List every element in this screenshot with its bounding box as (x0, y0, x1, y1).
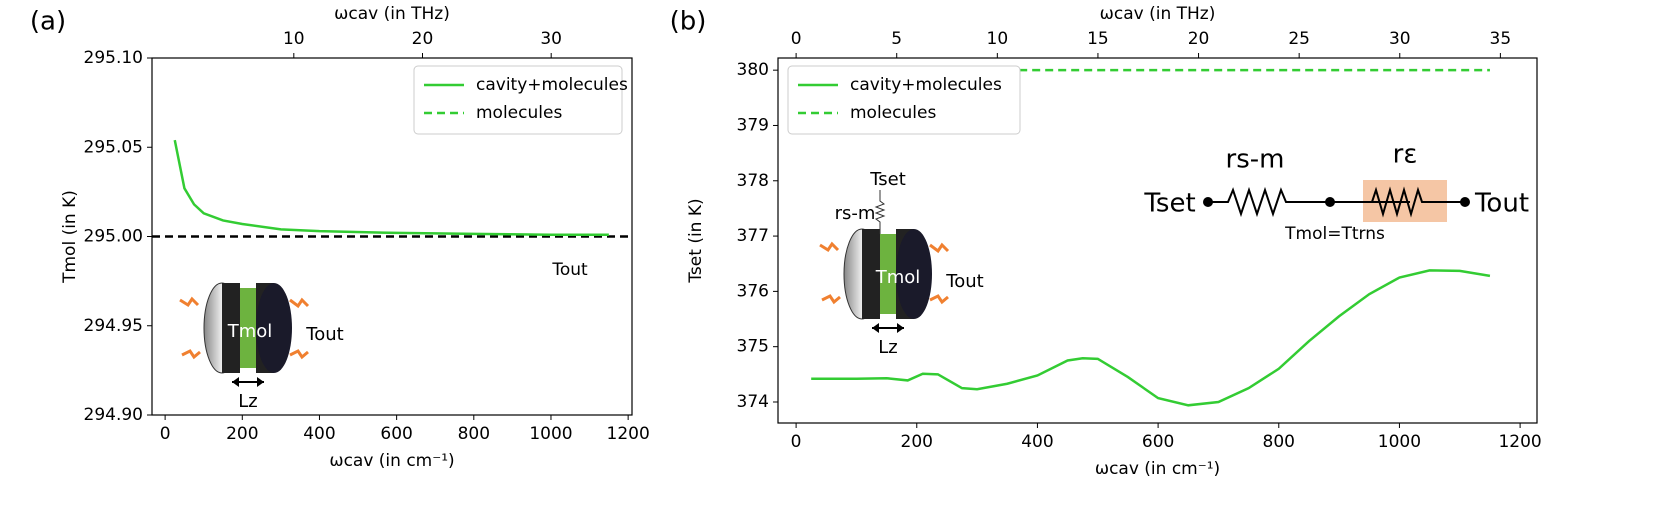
circuit (1203, 180, 1470, 222)
annotation: rε (1393, 140, 1418, 170)
x2-tick-label: 5 (891, 29, 902, 49)
x2-tick-label: 15 (1087, 29, 1109, 49)
annotation: rs-m (1226, 145, 1285, 175)
x-tick-label: 600 (1142, 432, 1174, 452)
y-tick-label: 294.95 (84, 316, 143, 336)
x2-tick-label: 20 (412, 29, 434, 49)
annotation: Tout (551, 260, 588, 280)
x-tick-label: 200 (901, 432, 933, 452)
y-tick-label: 375 (737, 337, 769, 357)
x-tick-label: 400 (303, 424, 335, 444)
y-tick-label: 377 (737, 226, 769, 246)
series-line (173, 139, 609, 236)
annotation: Lz (878, 337, 897, 358)
y-tick-label: 374 (737, 392, 769, 412)
y-axis-label: Tset (in K) (686, 198, 706, 283)
annotation: Tset (869, 169, 906, 190)
x-tick-label: 1000 (529, 424, 572, 444)
x-tick-label: 600 (380, 424, 412, 444)
x-tick-label: 1200 (1498, 432, 1541, 452)
legend-label: cavity+molecules (850, 75, 1002, 95)
annotation: Tmol (227, 321, 273, 342)
x-tick-label: 400 (1021, 432, 1053, 452)
x2-tick-label: 10 (283, 29, 305, 49)
x2-tick-label: 0 (791, 29, 802, 49)
x2-tick-label: 30 (1389, 29, 1411, 49)
legend-label: molecules (476, 103, 562, 123)
annotation: Tmol (875, 267, 921, 288)
legend-label: cavity+molecules (476, 75, 628, 95)
annotation: Tset (1143, 189, 1195, 219)
annotation: Tout (305, 324, 343, 345)
annotation: Tmol=Ttrns (1284, 224, 1385, 244)
x2-tick-label: 10 (987, 29, 1009, 49)
x2-tick-label: 25 (1288, 29, 1310, 49)
x-tick-label: 200 (226, 424, 258, 444)
panel-label: (a) (30, 7, 66, 37)
plot-frame (777, 57, 1538, 424)
panel-label: (b) (670, 7, 707, 37)
x-tick-label: 0 (791, 432, 802, 452)
y-tick-label: 295.00 (84, 227, 143, 247)
y-axis-label: Tmol (in K) (60, 190, 80, 284)
x2-tick-label: 20 (1188, 29, 1210, 49)
y-tick-label: 379 (737, 115, 769, 135)
annotation: Tout (945, 271, 983, 292)
y-tick-label: 295.10 (84, 48, 143, 68)
annotation: Tout (1474, 189, 1529, 219)
annotation: Lz (238, 391, 257, 412)
y-tick-label: 294.90 (84, 405, 143, 425)
x-tick-label: 1200 (607, 424, 650, 444)
legend-label: molecules (850, 103, 936, 123)
x-axis-label: ωcav (in cm⁻¹) (329, 451, 454, 471)
cavity-inset (179, 282, 310, 387)
x2-tick-label: 35 (1490, 29, 1512, 49)
x-tick-label: 0 (160, 424, 171, 444)
x-tick-label: 800 (1263, 432, 1295, 452)
x2-tick-label: 30 (540, 29, 562, 49)
y-tick-label: 378 (737, 171, 769, 191)
cavity-inset (819, 190, 950, 333)
x2-axis-label: ωcav (in THz) (334, 4, 450, 24)
x-axis-label: ωcav (in cm⁻¹) (1095, 459, 1220, 479)
annotation: rs-m (835, 203, 876, 224)
y-tick-label: 376 (737, 281, 769, 301)
y-tick-label: 380 (737, 60, 769, 80)
y-tick-label: 295.05 (84, 137, 143, 157)
x-tick-label: 800 (458, 424, 490, 444)
x2-axis-label: ωcav (in THz) (1100, 4, 1216, 24)
legend-box (787, 65, 1021, 135)
series-line (811, 269, 1491, 407)
x-tick-label: 1000 (1378, 432, 1421, 452)
legend-box (413, 65, 623, 135)
